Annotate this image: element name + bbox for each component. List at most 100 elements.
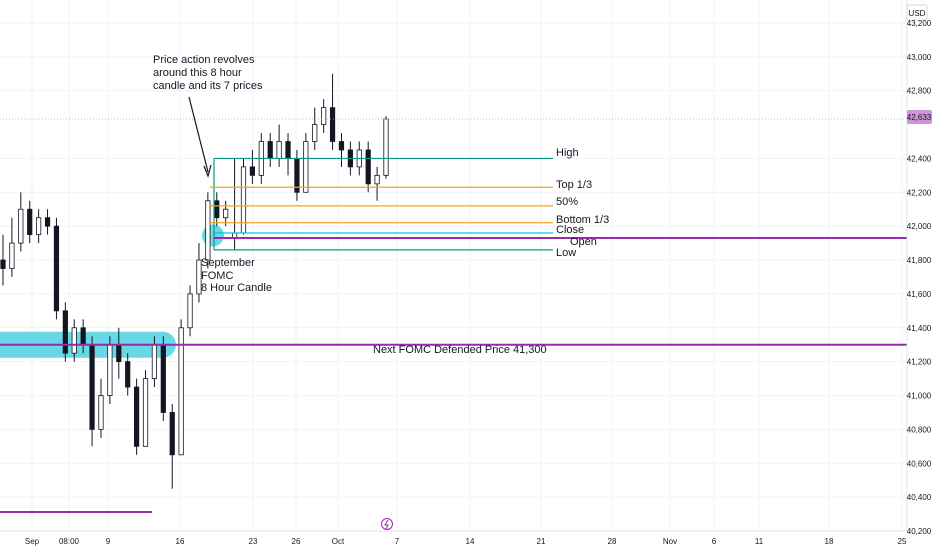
candle-body <box>374 174 380 185</box>
candle <box>303 133 309 193</box>
candle-body <box>107 344 113 396</box>
candle-body <box>142 378 149 447</box>
candle <box>18 192 24 252</box>
candle <box>205 192 211 269</box>
candle <box>312 107 318 150</box>
time-tick-label: 26 <box>292 537 301 546</box>
price-tick-label: 40,600 <box>907 459 932 468</box>
time-tick-label: 25 <box>898 537 907 546</box>
candle-body <box>383 118 389 176</box>
candle-body <box>187 293 193 329</box>
level-label-top-third: Top 1/3 <box>556 179 592 191</box>
candle <box>134 378 140 455</box>
candle-body <box>338 141 345 151</box>
candle <box>321 99 327 134</box>
candle <box>44 209 51 235</box>
level-label-high: High <box>556 147 579 159</box>
price-tick-label: 42,400 <box>907 154 932 163</box>
time-tick-label: 14 <box>466 537 475 546</box>
level-label-open: Open <box>570 236 597 248</box>
candle <box>365 141 371 193</box>
grid <box>0 0 907 532</box>
candle <box>0 234 6 286</box>
candle-body <box>62 310 68 354</box>
candle <box>27 200 33 244</box>
candle <box>267 133 273 167</box>
price-tick-label: 40,800 <box>907 425 932 434</box>
candle <box>62 302 68 362</box>
defended-price-label: Next FOMC Defended Price 41,300 <box>373 344 547 356</box>
price-tick-label: 43,200 <box>907 19 932 28</box>
candle-body <box>9 242 15 269</box>
candle <box>187 285 193 337</box>
currency-label: USD <box>909 9 926 18</box>
candle-body <box>223 208 229 219</box>
current-price-badge <box>907 110 932 124</box>
candle <box>223 200 229 227</box>
current-price-label: 42,633 <box>907 113 932 122</box>
time-tick-label: 23 <box>249 537 258 546</box>
level-label-low: Low <box>556 247 576 259</box>
price-tick-label: 41,800 <box>907 256 932 265</box>
currency-box[interactable] <box>906 4 928 21</box>
candle-label-1: September <box>201 257 255 269</box>
candle-body <box>249 166 255 176</box>
candle-label-2: FOMC <box>201 270 233 282</box>
time-tick-label: Nov <box>663 537 677 546</box>
candle-body <box>44 217 51 227</box>
candle <box>178 319 184 456</box>
note-arrow <box>188 96 209 173</box>
candle <box>329 73 336 150</box>
price-tick-label: 42,800 <box>907 87 932 96</box>
candle <box>231 158 238 250</box>
candle <box>53 217 60 320</box>
candle-body <box>53 225 60 312</box>
candle-body <box>0 259 6 269</box>
candle-body <box>196 259 202 295</box>
time-tick-label: Oct <box>332 537 345 546</box>
candle-body <box>89 344 95 430</box>
note-line-1: Price action revolves <box>153 54 255 66</box>
time-tick-label: 16 <box>176 537 185 546</box>
price-ticks[interactable]: 43,200 43,000 42,800 42,400 42,200 42,000 41,8… <box>907 19 932 536</box>
event-icon[interactable] <box>381 518 393 530</box>
candle <box>338 133 345 167</box>
candle-body <box>312 124 318 142</box>
candle-body <box>27 208 33 236</box>
candle-body <box>18 208 24 244</box>
level-lines <box>0 118 907 513</box>
candle <box>294 149 300 201</box>
candle-body <box>36 217 42 236</box>
candle-body <box>267 141 273 159</box>
candle <box>383 116 389 179</box>
arrow-head-icon <box>203 164 212 178</box>
candle-body <box>169 412 175 456</box>
candle-body <box>116 344 122 363</box>
candle <box>214 192 220 227</box>
time-tick-label: Sep <box>25 537 40 546</box>
candle <box>276 124 282 167</box>
price-tick-label: 43,000 <box>907 53 932 62</box>
candle-body <box>205 200 211 261</box>
candle-body <box>71 327 77 354</box>
level-label-fifty: 50% <box>556 196 578 208</box>
time-tick-label: 9 <box>106 537 111 546</box>
price-tick-label: 42,200 <box>907 188 932 197</box>
time-tick-label: 28 <box>608 537 617 546</box>
candle-body <box>178 327 184 456</box>
time-tick-label: 11 <box>755 537 764 546</box>
candle-body <box>285 141 291 159</box>
note-line-2: around this 8 hour <box>153 67 242 79</box>
time-ticks[interactable]: Sep 08:00 9 16 23 26 Oct 7 14 21 28 Nov 6 11 18 25 <box>25 537 907 546</box>
candle-body <box>80 327 86 346</box>
candle <box>125 353 131 396</box>
candle <box>374 166 380 201</box>
price-tick-label: 42,000 <box>907 222 932 231</box>
candle <box>142 370 149 447</box>
candles <box>0 73 389 489</box>
candle <box>160 336 166 421</box>
candle-body <box>365 149 371 185</box>
time-tick-label: 18 <box>825 537 834 546</box>
